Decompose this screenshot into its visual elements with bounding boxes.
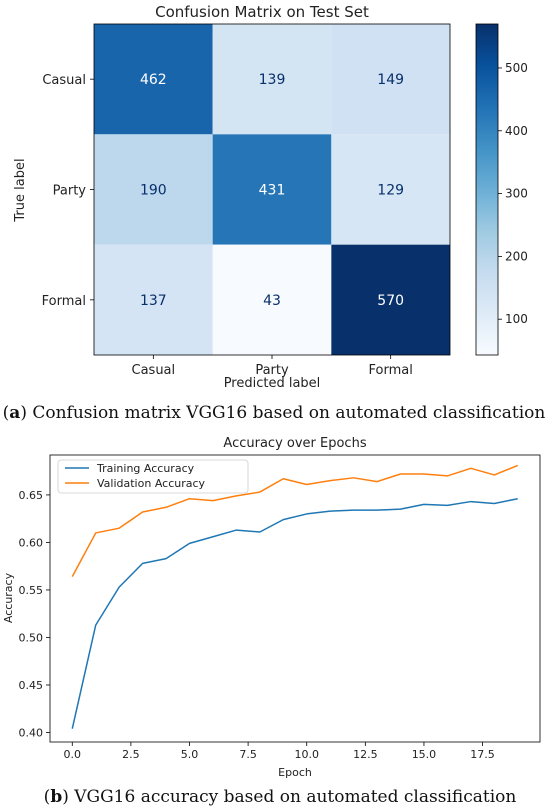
acc-x-tick-label: 0.0 <box>64 748 82 761</box>
cm-y-tick-label: Party <box>53 184 87 199</box>
cm-y-tick-label: Formal <box>42 294 86 309</box>
caption-a-text: Confusion matrix VGG16 based on automate… <box>27 403 545 423</box>
acc-series <box>71 464 519 729</box>
cm-cell <box>94 134 213 245</box>
cm-cell-value: 431 <box>259 183 286 199</box>
cm-cell <box>331 24 450 135</box>
acc-x-tick-label: 12.5 <box>353 748 378 761</box>
acc-x-ticks: 0.0 2.5 5.0 7.5 10.0 12.5 15.0 17.5 <box>64 742 495 761</box>
colorbar-tick-label: 400 <box>505 124 528 138</box>
acc-x-tick-label: 15.0 <box>412 748 437 761</box>
cm-cell <box>331 134 450 245</box>
acc-x-tick-label: 5.0 <box>181 748 199 761</box>
colorbar-gradient <box>475 23 499 356</box>
cm-cell-value: 570 <box>377 293 404 309</box>
cm-cell <box>94 244 213 355</box>
acc-x-tick-label: 17.5 <box>470 748 495 761</box>
colorbar-ticks: 100 200 300 400 500 <box>498 61 528 326</box>
acc-y-axis-label: Accuracy <box>2 572 15 623</box>
acc-y-ticks: 0.40 0.45 0.50 0.55 0.60 0.65 <box>19 489 50 739</box>
cm-x-tick-label: Party <box>255 363 289 378</box>
cm-cell-value: 43 <box>263 293 281 309</box>
colorbar-tick-label: 500 <box>505 61 528 75</box>
caption-b-letter: b <box>50 787 62 807</box>
caption-b: (b) VGG16 accuracy based on automated cl… <box>44 787 517 807</box>
colorbar-tick-label: 100 <box>505 312 528 326</box>
cm-y-axis-label: True label <box>13 158 28 222</box>
cm-x-ticks: Casual Party Formal <box>132 355 413 378</box>
cm-cell <box>212 24 332 135</box>
legend-box <box>57 459 249 494</box>
cm-cell-value: 129 <box>377 183 404 199</box>
cm-cell <box>94 24 213 135</box>
acc-x-tick-label: 7.5 <box>239 748 257 761</box>
caption-a: (a) Confusion matrix VGG16 based on auto… <box>3 403 546 423</box>
cm-title: Confusion Matrix on Test Set <box>155 3 369 21</box>
cm-cell <box>212 244 332 355</box>
acc-legend: Training Accuracy Validation Accuracy <box>57 459 249 494</box>
cm-cell-value: 149 <box>377 72 404 88</box>
cm-x-tick-label: Casual <box>132 363 176 378</box>
colorbar-tick-label: 200 <box>505 249 528 263</box>
training-accuracy-line <box>71 497 518 729</box>
acc-title: Accuracy over Epochs <box>223 436 366 451</box>
cm-cell <box>212 134 332 245</box>
accuracy-line-chart: Accuracy over Epochs 0.0 2.5 5.0 7.5 10.0 12.… <box>2 436 541 779</box>
cm-x-axis-label: Predicted label <box>224 376 321 391</box>
acc-y-tick-label: 0.50 <box>19 631 44 644</box>
acc-y-tick-label: 0.55 <box>19 584 44 597</box>
acc-plot-frame <box>49 454 541 743</box>
cm-cell <box>331 244 450 355</box>
caption-b-text: VGG16 accuracy based on automated classi… <box>69 787 517 807</box>
cm-colorbar: 100 200 300 400 500 <box>475 23 528 356</box>
legend-label-validation: Validation Accuracy <box>97 477 206 490</box>
acc-x-tick-label: 2.5 <box>122 748 140 761</box>
acc-y-tick-label: 0.60 <box>19 536 44 549</box>
cm-y-tick-label: Casual <box>42 73 86 88</box>
cm-cell-value: 190 <box>140 183 167 199</box>
cm-cell-value: 137 <box>140 293 167 309</box>
acc-y-tick-label: 0.45 <box>19 679 44 692</box>
cm-x-tick-label: Formal <box>369 363 413 378</box>
cm-y-ticks: Casual Party Formal <box>42 73 94 309</box>
caption-a-letter: a <box>9 403 20 423</box>
acc-y-tick-label: 0.65 <box>19 489 44 502</box>
cm-cell-value: 139 <box>259 72 286 88</box>
confusion-matrix-chart: Confusion Matrix on Test Set 462 139 149 19… <box>13 3 528 391</box>
acc-y-tick-label: 0.40 <box>19 726 44 739</box>
colorbar-tick-label: 300 <box>505 187 528 201</box>
acc-x-axis-label: Epoch <box>278 766 312 779</box>
acc-x-tick-label: 10.0 <box>294 748 319 761</box>
legend-label-training: Training Accuracy <box>96 462 195 475</box>
cm-cell-value: 462 <box>140 72 167 88</box>
validation-accuracy-line <box>71 464 519 577</box>
cm-cells: 462 139 149 190 431 129 137 43 570 <box>94 24 450 355</box>
